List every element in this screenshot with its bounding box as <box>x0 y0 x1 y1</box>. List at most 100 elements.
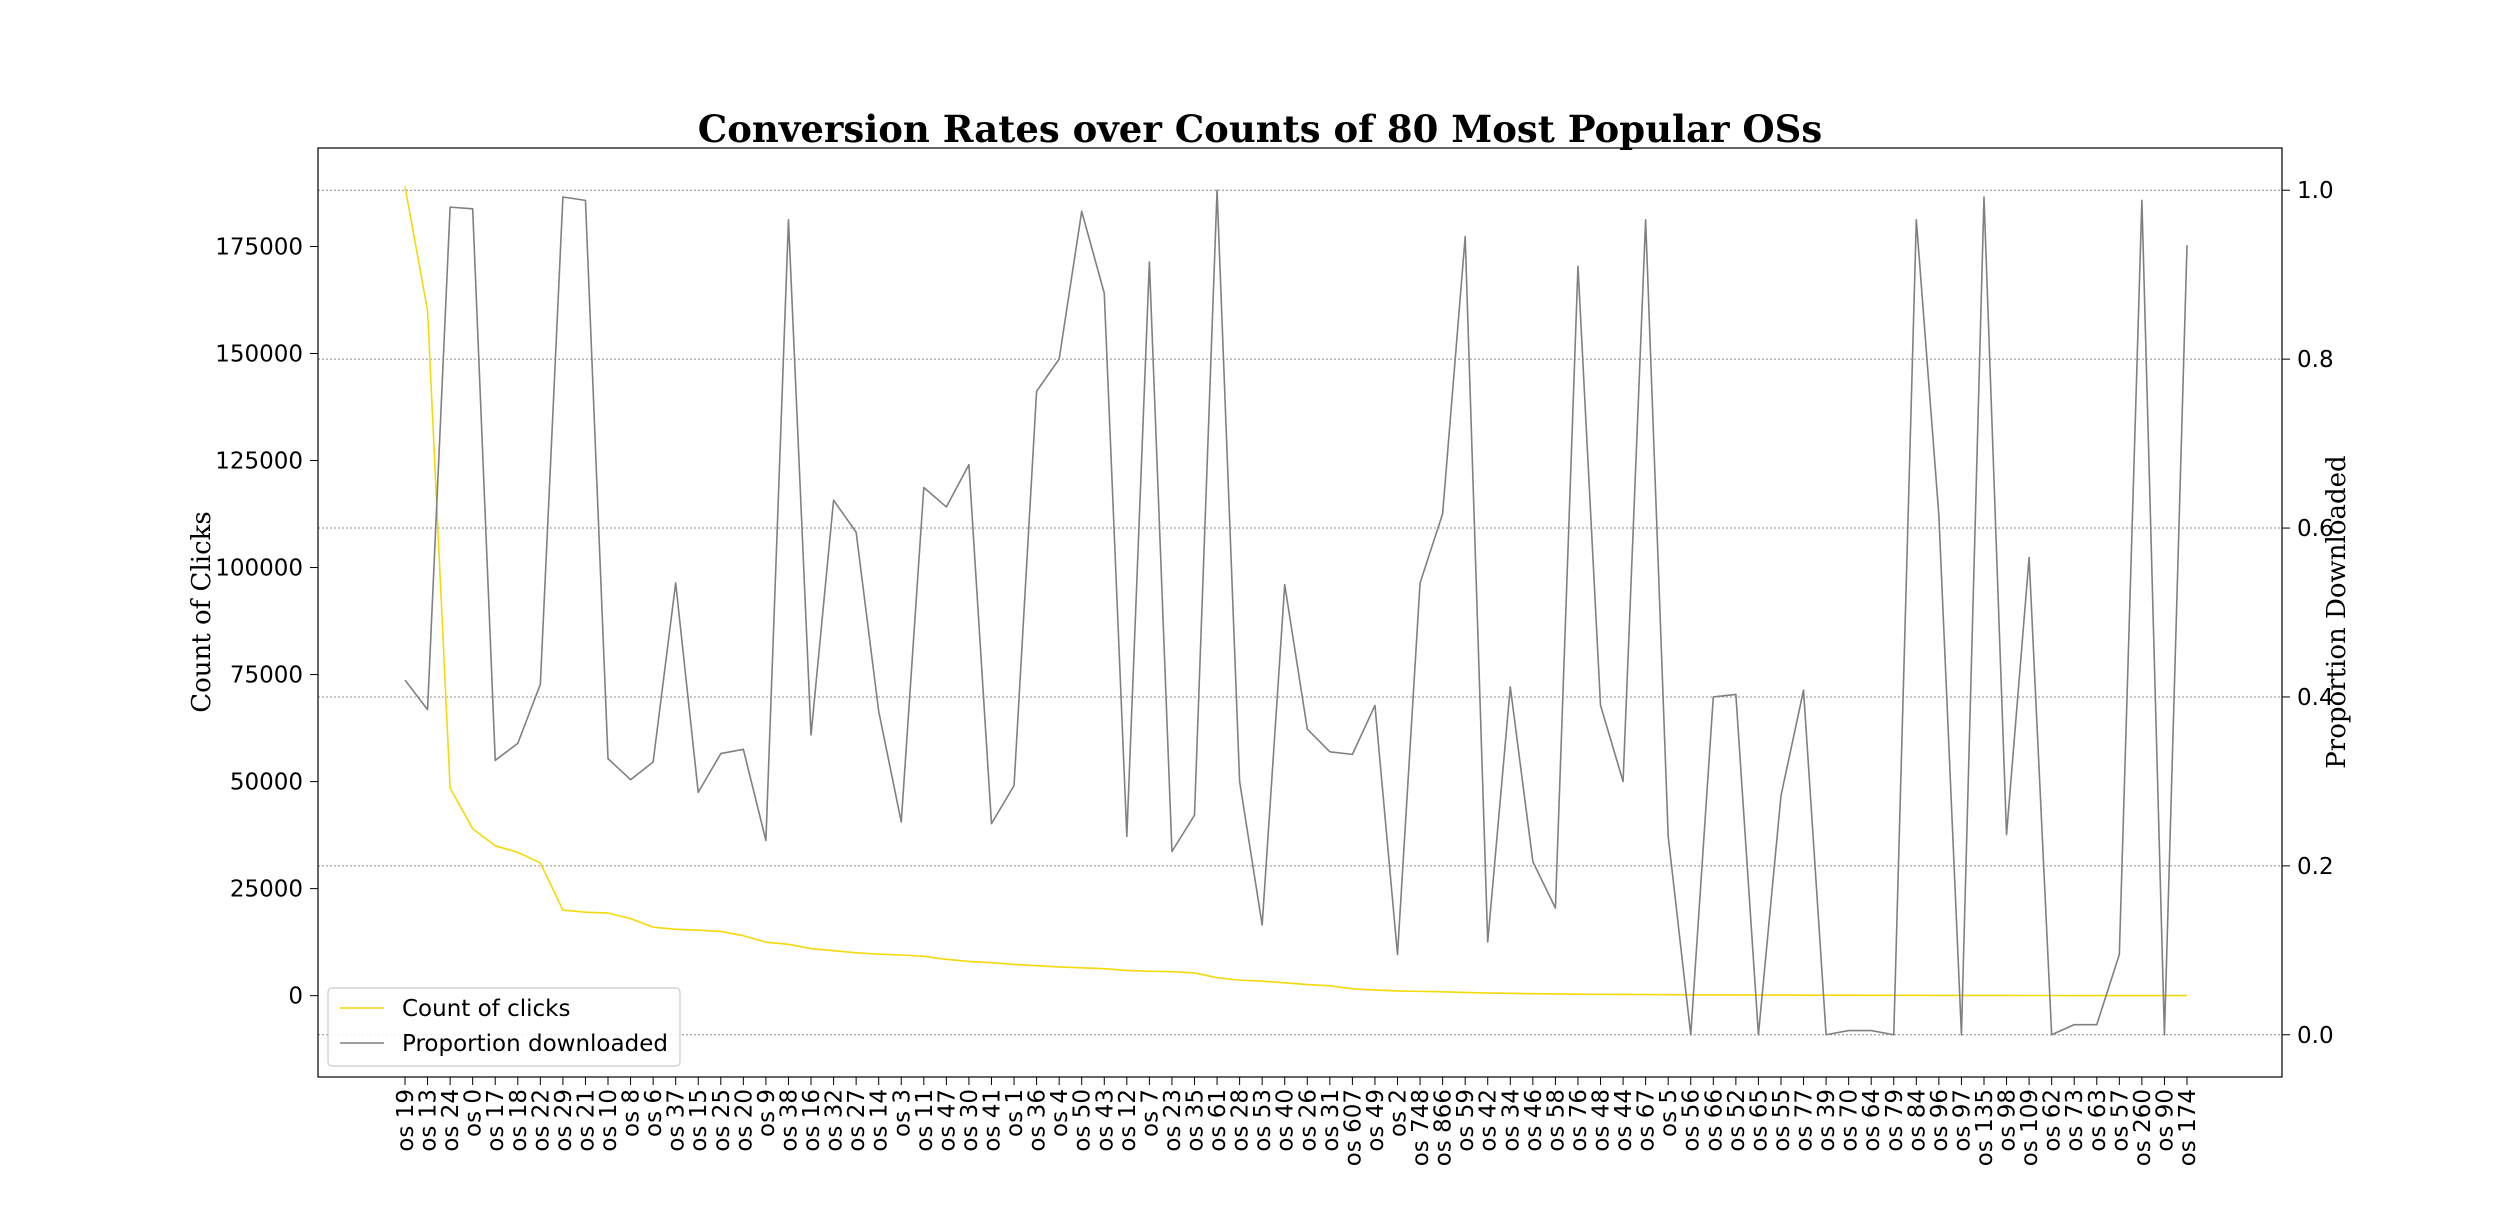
x-tick-label: os 96 <box>1927 1089 1953 1152</box>
x-tick-label: os 46 <box>1521 1089 1547 1152</box>
x-tick-label: os 19 <box>393 1089 419 1152</box>
x-tick-label: os 63 <box>2085 1089 2111 1152</box>
x-tick-label: os 62 <box>2040 1089 2066 1152</box>
x-tick-label: os 76 <box>1566 1089 1592 1152</box>
x-tick-label: os 55 <box>1769 1089 1795 1152</box>
y-tick-label: 150000 <box>215 341 303 367</box>
x-tick-label: os 23 <box>1160 1089 1186 1152</box>
x-tick-label: os 15 <box>686 1089 712 1152</box>
x-tick-label: os 84 <box>1904 1089 1930 1152</box>
x-tick-label: os 22 <box>528 1089 554 1152</box>
x-tick-label: os 30 <box>957 1089 983 1152</box>
x-tick-label: os 52 <box>1724 1089 1750 1152</box>
x-tick-label: os 24 <box>438 1089 464 1152</box>
x-tick-label: os 11 <box>912 1089 938 1152</box>
x-tick-label: os 9 <box>754 1089 780 1137</box>
x-tick-label: os 97 <box>1949 1089 1975 1152</box>
x-tick-label: os 28 <box>1228 1089 1254 1152</box>
x-tick-label: os 6 <box>641 1089 667 1137</box>
x-tick-label: os 16 <box>799 1089 825 1152</box>
x-tick-label: os 90 <box>2152 1089 2178 1152</box>
x-tick-label: os 27 <box>844 1089 870 1152</box>
x-tick-label: os 607 <box>1340 1089 1366 1166</box>
x-tick-label: os 3 <box>889 1089 915 1137</box>
left-axis-ticks: 0 25000 50000 75000 100000 125000 150000 175000 <box>215 234 318 1010</box>
y2-tick-label: 0.2 <box>2297 854 2334 880</box>
x-tick-label: os 61 <box>1205 1089 1231 1152</box>
x-tick-label: os 48 <box>1589 1089 1615 1152</box>
x-tick-label: os 25 <box>709 1089 735 1152</box>
x-tick-label: os 44 <box>1611 1089 1637 1152</box>
x-tick-label: os 2 <box>1386 1089 1412 1137</box>
x-tick-label: os 64 <box>1859 1089 1885 1152</box>
x-tick-label: os 56 <box>1679 1089 1705 1152</box>
x-tick-label: os 47 <box>934 1089 960 1152</box>
x-tick-label: os 13 <box>416 1089 442 1152</box>
x-tick-label: os 49 <box>1363 1089 1389 1152</box>
x-tick-label: os 1 <box>1002 1089 1028 1137</box>
x-tick-label: os 26 <box>1295 1089 1321 1152</box>
legend: Count of clicks Proportion downloaded <box>327 987 681 1067</box>
x-tick-label: os 5 <box>1656 1089 1682 1137</box>
x-tick-label: os 32 <box>822 1089 848 1152</box>
x-tick-label: os 17 <box>483 1089 509 1152</box>
x-tick-label: os 260 <box>2130 1089 2156 1166</box>
y2-tick-label: 1.0 <box>2297 178 2334 204</box>
y-tick-label: 50000 <box>230 770 303 796</box>
x-tick-label: os 7 <box>1137 1089 1163 1137</box>
legend-label-count: Count of clicks <box>402 996 570 1022</box>
x-tick-label: os 0 <box>461 1089 487 1137</box>
x-tick-label: os 29 <box>551 1089 577 1152</box>
x-tick-label: os 98 <box>1995 1089 2021 1152</box>
y-tick-label: 175000 <box>215 234 303 260</box>
x-tick-label: os 21 <box>573 1089 599 1152</box>
x-tick-label: os 53 <box>1250 1089 1276 1152</box>
x-tick-label: os 31 <box>1318 1089 1344 1152</box>
right-axis-ticks: 0.0 0.2 0.4 0.6 0.8 1.0 <box>2282 178 2334 1049</box>
y2-axis-label: Proportion Downloaded <box>2322 455 2352 768</box>
y2-tick-label: 0.8 <box>2297 347 2334 373</box>
x-tick-label: os 38 <box>776 1089 802 1152</box>
y2-tick-label: 0.4 <box>2297 685 2334 711</box>
x-tick-label: os 37 <box>664 1089 690 1152</box>
x-tick-label: os 20 <box>731 1089 757 1152</box>
y2-tick-label: 0.6 <box>2297 516 2334 542</box>
x-tick-label: os 65 <box>1746 1089 1772 1152</box>
x-tick-label: os 58 <box>1543 1089 1569 1152</box>
x-tick-label: os 36 <box>1025 1089 1051 1152</box>
y2-tick-label: 0.0 <box>2297 1023 2334 1049</box>
x-tick-label: os 14 <box>867 1089 893 1152</box>
x-tick-label: os 34 <box>1498 1089 1524 1152</box>
x-tick-label: os 42 <box>1476 1089 1502 1152</box>
x-tick-label: os 79 <box>1882 1089 1908 1152</box>
y-tick-label: 100000 <box>215 556 303 582</box>
x-tick-label: os 41 <box>979 1089 1005 1152</box>
x-tick-label: os 10 <box>596 1089 622 1152</box>
x-tick-label: os 748 <box>1408 1089 1434 1166</box>
x-tick-label: os 8 <box>619 1089 645 1137</box>
y-tick-label: 125000 <box>215 449 303 475</box>
x-tick-label: os 50 <box>1070 1089 1096 1152</box>
legend-box <box>327 987 681 1067</box>
y-axis-label: Count of Clicks <box>187 511 217 712</box>
y-tick-label: 75000 <box>230 663 303 689</box>
x-tick-label: os 70 <box>1837 1089 1863 1152</box>
x-tick-label: os 39 <box>1814 1089 1840 1152</box>
x-tick-label: os 67 <box>1634 1089 1660 1152</box>
y-tick-label: 25000 <box>230 877 303 903</box>
chart-title: Conversion Rates over Counts of 80 Most … <box>698 107 1822 151</box>
legend-label-proportion: Proportion downloaded <box>402 1031 668 1057</box>
x-tick-label: os 18 <box>506 1089 532 1152</box>
x-tick-label: os 73 <box>2062 1089 2088 1152</box>
x-tick-label: os 59 <box>1453 1089 1479 1152</box>
x-tick-label: os 4 <box>1047 1089 1073 1137</box>
x-tick-label: os 57 <box>2107 1089 2133 1152</box>
x-tick-label: os 66 <box>1701 1089 1727 1152</box>
y-tick-label: 0 <box>288 984 303 1010</box>
series-line-proportion-downloaded <box>404 189 2188 1036</box>
x-tick-label: os 109 <box>2017 1089 2043 1166</box>
series-lines <box>404 186 2188 1036</box>
plot-area-frame <box>317 147 2283 1078</box>
